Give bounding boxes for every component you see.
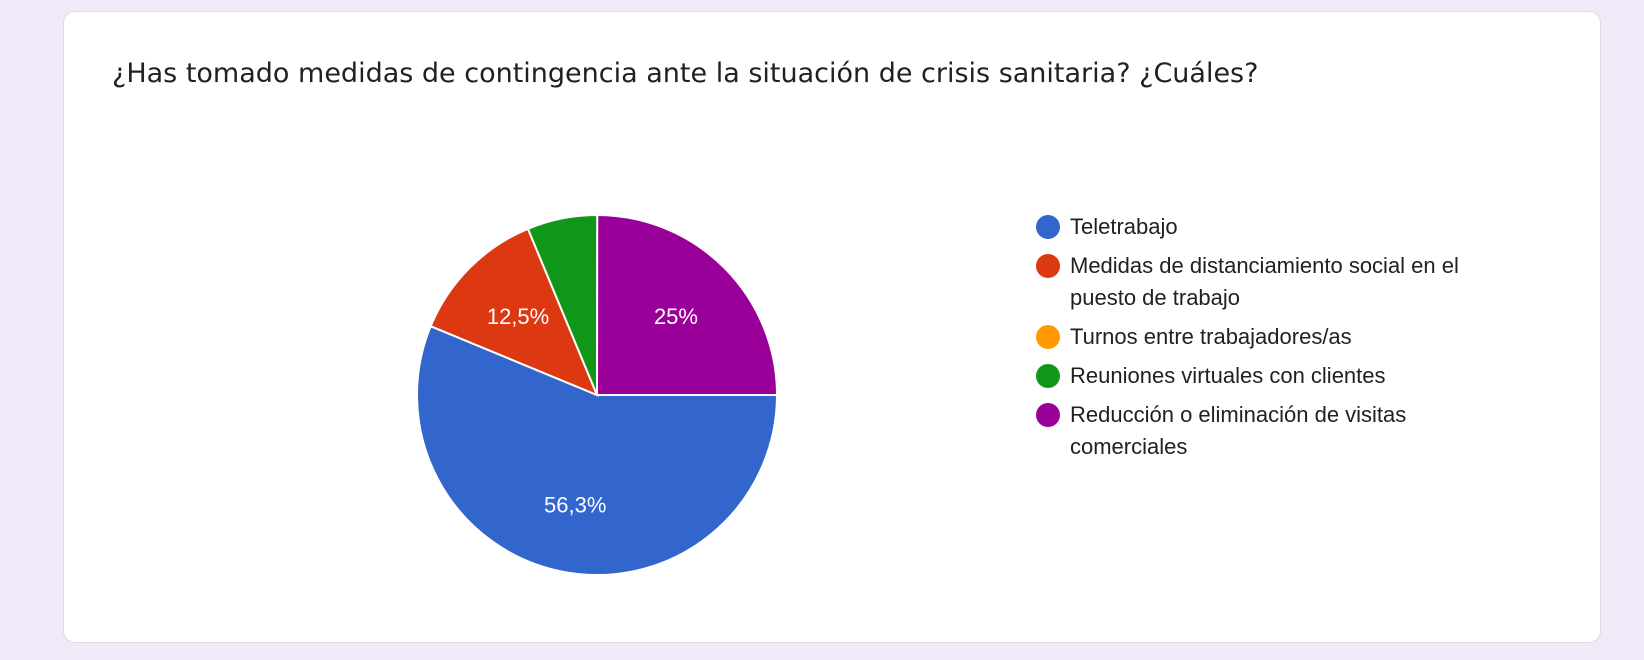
legend-item-visitas: Reducción o eliminación de visitas comer… [1036, 399, 1536, 463]
legend-item-reuniones: Reuniones virtuales con clientes [1036, 360, 1536, 392]
pie-slice-distanciamiento[interactable] [429, 227, 599, 397]
slice-data-label-teletrabajo: 56,3% [544, 492, 606, 517]
pie-slice-teletrabajo[interactable] [416, 324, 779, 576]
legend-label: Reuniones virtuales con clientes [1070, 363, 1386, 388]
pie-chart: 56,3% 12,5% 25% [416, 213, 779, 576]
legend-swatch-icon [1036, 403, 1060, 427]
legend-item-turnos: Turnos entre trabajadores/as [1036, 321, 1536, 353]
legend-label: Medidas de distanciamiento social en el … [1070, 253, 1459, 310]
legend-label: Reducción o eliminación de visitas comer… [1070, 402, 1407, 459]
pie-slice-visitas[interactable] [595, 213, 779, 396]
chart-legend: Teletrabajo Medidas de distanciamiento s… [1036, 211, 1536, 470]
legend-swatch-icon [1036, 325, 1060, 349]
legend-label: Teletrabajo [1070, 214, 1178, 239]
legend-label: Turnos entre trabajadores/as [1070, 324, 1352, 349]
legend-swatch-icon [1036, 364, 1060, 388]
slice-data-label-visitas: 25% [654, 304, 698, 329]
question-title: ¿Has tomado medidas de contingencia ante… [112, 58, 1259, 89]
slice-data-label-distanciamiento: 12,5% [487, 304, 549, 329]
legend-item-teletrabajo: Teletrabajo [1036, 211, 1536, 243]
chart-card [63, 11, 1601, 643]
legend-item-distanciamiento: Medidas de distanciamiento social en el … [1036, 250, 1536, 314]
legend-swatch-icon [1036, 215, 1060, 239]
legend-swatch-icon [1036, 254, 1060, 278]
